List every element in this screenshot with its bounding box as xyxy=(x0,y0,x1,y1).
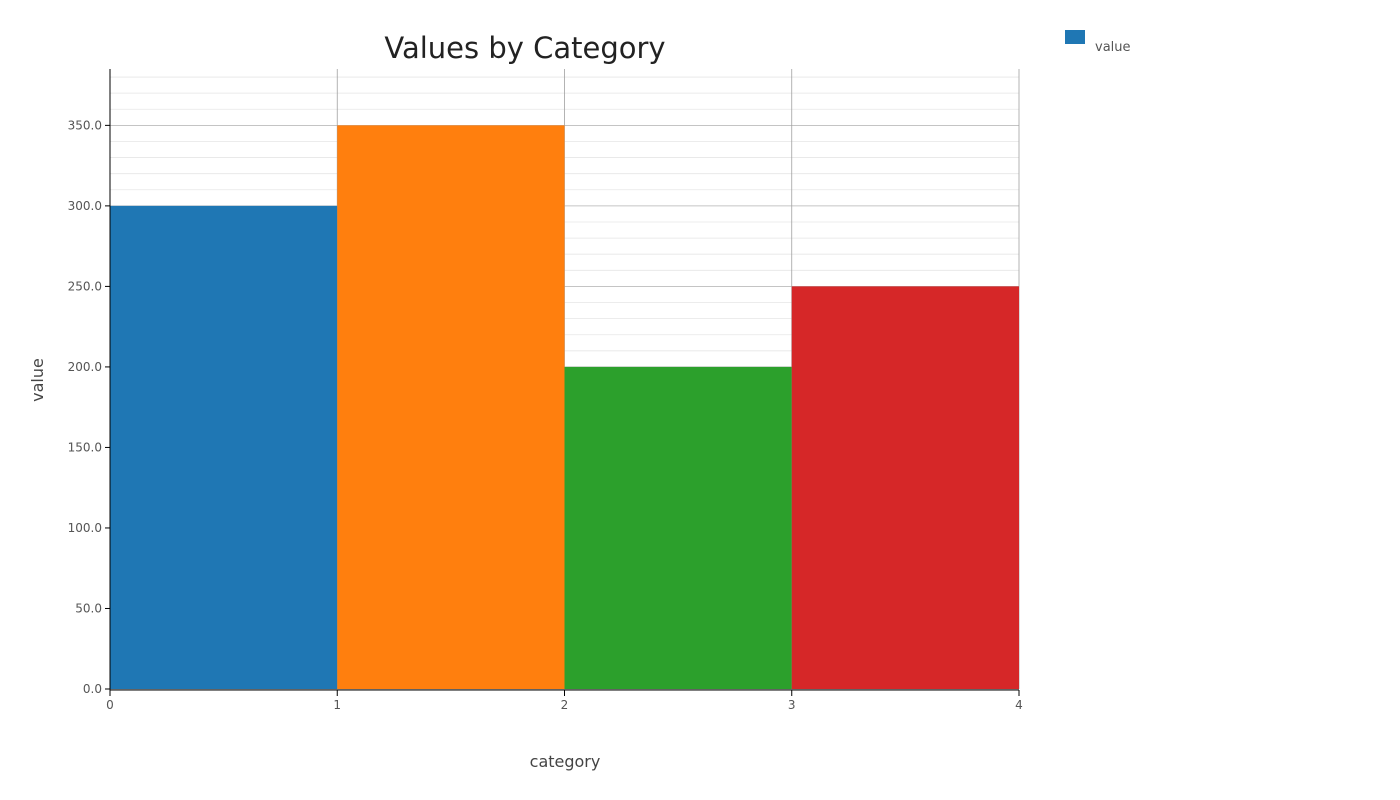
y-tick-label: 350.0 xyxy=(68,118,102,132)
bar-0 xyxy=(110,205,338,689)
axes xyxy=(105,69,1020,696)
x-axis-label: category xyxy=(530,752,601,771)
y-tick-label: 250.0 xyxy=(68,279,102,293)
legend-label: value xyxy=(1095,40,1131,55)
y-tick-label: 300.0 xyxy=(68,199,102,213)
legend: value xyxy=(1065,30,1131,55)
y-tick-label: 0.0 xyxy=(83,682,102,696)
x-tick-label: 0 xyxy=(106,698,114,712)
y-tick-label: 200.0 xyxy=(68,360,102,374)
x-tick-label: 1 xyxy=(333,698,341,712)
bar-2 xyxy=(564,366,792,689)
tick-labels: 0.0 50.0 100.0 150.0 200.0 250.0 300.0 350.0 0 1 2… xyxy=(68,118,1023,712)
x-tick-label: 3 xyxy=(788,698,796,712)
x-tick-label: 2 xyxy=(561,698,569,712)
chart-title: Values by Category xyxy=(384,31,665,65)
bar-1 xyxy=(337,125,565,689)
y-tick-label: 150.0 xyxy=(68,440,102,454)
legend-swatch xyxy=(1065,30,1085,44)
y-axis-label: value xyxy=(28,358,47,402)
bars xyxy=(110,125,1019,689)
x-tick-label: 4 xyxy=(1015,698,1023,712)
bar-3 xyxy=(791,286,1019,689)
y-tick-label: 100.0 xyxy=(68,521,102,535)
y-tick-label: 50.0 xyxy=(75,601,102,615)
